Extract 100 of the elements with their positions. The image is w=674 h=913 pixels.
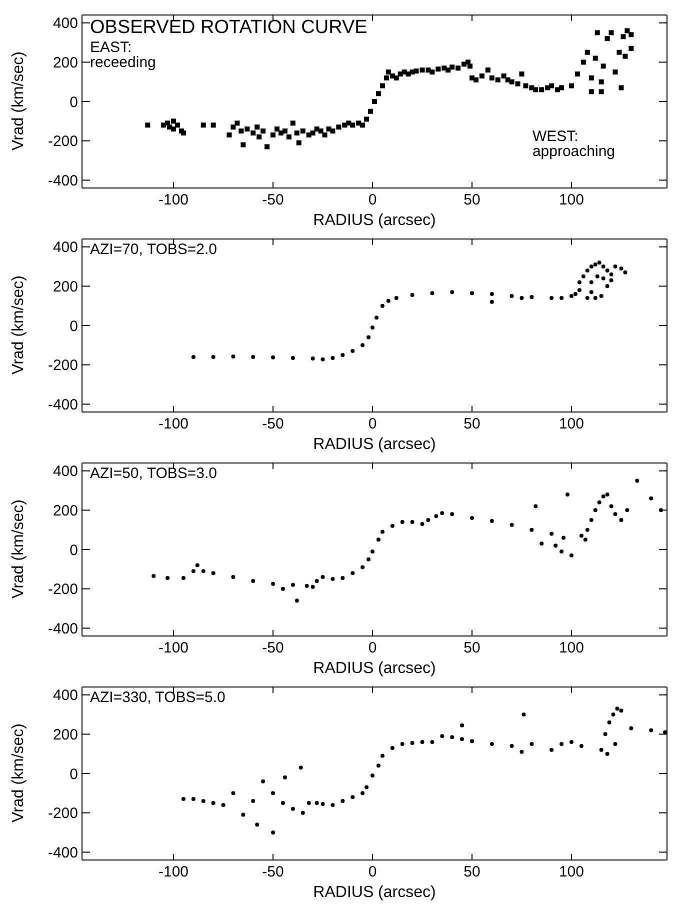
point (605, 268, 610, 272)
point (350, 349, 355, 354)
chart-title: AZI=50, TOBS=3.0 (90, 465, 218, 482)
point (440, 511, 444, 516)
point (320, 802, 325, 806)
point (550, 296, 554, 300)
chart-title: OBSERVED ROTATION CURVE (90, 17, 368, 38)
y-tick-label: 400 (52, 15, 78, 32)
point (330, 576, 335, 581)
point (490, 292, 494, 296)
point (569, 553, 574, 558)
y-tick-label: -200 (48, 357, 78, 374)
point (589, 264, 594, 269)
point (271, 355, 276, 360)
point (211, 571, 216, 576)
point (364, 785, 369, 790)
y-tick-label: 0 (70, 94, 78, 111)
point (290, 582, 295, 587)
point (282, 775, 287, 780)
point (255, 822, 260, 827)
point (294, 598, 299, 603)
point (569, 740, 574, 744)
y-axis-title: Vrad (km/sec) (9, 724, 28, 822)
point (340, 799, 345, 804)
point (597, 260, 602, 265)
point (599, 294, 604, 298)
point (366, 335, 371, 340)
point (629, 726, 634, 730)
point (589, 280, 594, 284)
point (450, 735, 454, 740)
point (510, 744, 514, 748)
y-tick-label: 0 (70, 542, 78, 559)
point (613, 264, 618, 269)
x-axis-title: RADIUS (arcsec) (312, 659, 437, 679)
point (601, 276, 606, 280)
y-tick-label: 200 (52, 54, 78, 72)
point (540, 542, 544, 546)
point (280, 800, 285, 805)
y-tick-label: -400 (48, 620, 78, 638)
point (410, 520, 414, 524)
point (605, 752, 610, 756)
point (450, 290, 454, 294)
point (649, 496, 654, 500)
y-tick-label: 0 (70, 766, 78, 783)
point (231, 791, 236, 796)
y-tick-label: 400 (52, 239, 78, 256)
point (573, 292, 578, 296)
point (306, 800, 311, 805)
point (330, 802, 335, 807)
point (231, 354, 236, 359)
point (599, 748, 604, 752)
point (577, 280, 582, 284)
point (649, 728, 654, 732)
annotation: WEST: approaching (532, 128, 616, 160)
point (490, 300, 494, 304)
point (420, 522, 424, 526)
y-tick-label: 400 (52, 687, 78, 704)
point (566, 492, 570, 496)
point (510, 294, 514, 298)
point (380, 530, 384, 534)
y-tick-label: -400 (48, 396, 78, 414)
point (460, 737, 464, 742)
point (663, 730, 667, 734)
point (470, 291, 474, 296)
point (603, 732, 608, 736)
x-tick-label: 50 (464, 864, 480, 881)
point (290, 356, 295, 360)
point (550, 748, 554, 752)
point (304, 584, 309, 588)
chart-title: AZI=330, TOBS=5.0 (90, 689, 226, 706)
x-tick-label: 0 (368, 864, 377, 881)
point (579, 534, 584, 538)
point (251, 578, 256, 583)
y-tick-label: -200 (48, 581, 78, 598)
x-tick-label: 100 (558, 416, 584, 433)
point (470, 739, 474, 744)
point (440, 734, 444, 738)
x-tick-label: -100 (158, 192, 189, 209)
point (152, 574, 156, 578)
point (609, 278, 614, 282)
point (530, 528, 534, 532)
x-axis-title: RADIUS (arcsec) (312, 435, 437, 455)
point (410, 293, 414, 298)
point (577, 288, 582, 292)
y-tick-label: -400 (48, 172, 78, 190)
point (390, 524, 394, 528)
point (601, 494, 606, 498)
point (510, 522, 514, 527)
x-tick-label: -100 (158, 864, 189, 881)
point (470, 516, 474, 520)
point (181, 797, 186, 802)
x-tick-label: 0 (368, 192, 377, 209)
x-tick-label: 0 (368, 640, 377, 657)
point (400, 742, 404, 746)
y-tick-label: -200 (48, 805, 78, 822)
point (231, 575, 236, 580)
x-tick-label: -100 (158, 416, 189, 433)
point (520, 296, 524, 300)
point (181, 576, 186, 580)
point (434, 514, 438, 518)
